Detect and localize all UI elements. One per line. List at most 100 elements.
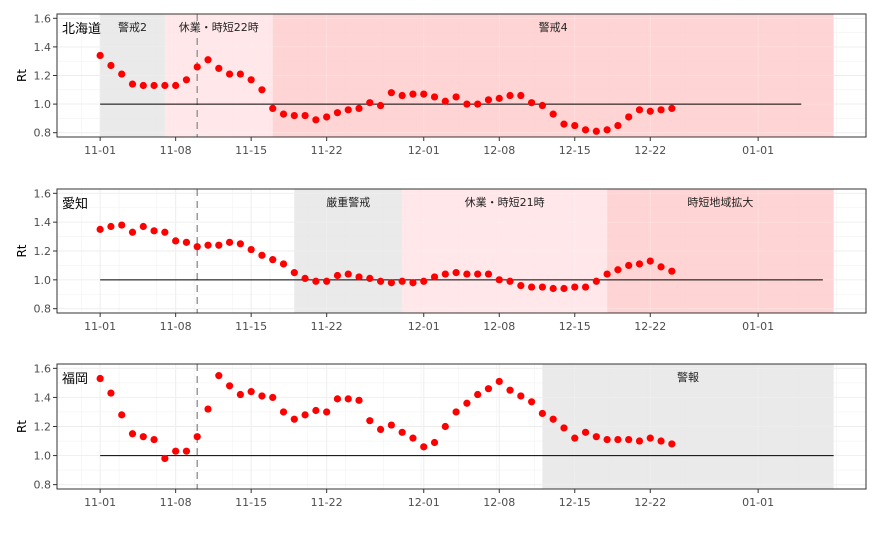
data-point bbox=[215, 372, 223, 380]
y-tick-label: 0.8 bbox=[34, 303, 52, 316]
data-point bbox=[182, 238, 191, 246]
x-tick-label: 11-08 bbox=[160, 144, 192, 157]
data-point bbox=[635, 106, 644, 114]
region-label-1: 警報 bbox=[677, 370, 699, 384]
y-tick-label: 1.6 bbox=[34, 12, 52, 25]
data-point bbox=[118, 411, 126, 419]
data-point bbox=[204, 241, 212, 249]
data-point bbox=[96, 225, 104, 233]
data-point bbox=[139, 433, 147, 441]
y-axis-title: Rt bbox=[15, 244, 29, 257]
data-point bbox=[128, 80, 137, 88]
data-point bbox=[398, 428, 406, 436]
data-point bbox=[420, 443, 428, 451]
data-point bbox=[581, 283, 590, 291]
data-point bbox=[344, 395, 352, 403]
x-tick-label: 12-01 bbox=[408, 144, 440, 157]
x-tick-label: 11-01 bbox=[84, 144, 116, 157]
data-point bbox=[581, 428, 590, 436]
data-point bbox=[463, 100, 471, 108]
data-point bbox=[161, 228, 169, 236]
data-point bbox=[646, 107, 654, 115]
data-point bbox=[301, 274, 309, 282]
data-point bbox=[517, 282, 525, 290]
y-tick-label: 1.0 bbox=[34, 450, 52, 463]
data-point bbox=[366, 274, 374, 282]
y-tick-label: 1.6 bbox=[34, 187, 52, 200]
data-point bbox=[614, 121, 622, 130]
x-tick-label: 11-22 bbox=[311, 144, 343, 157]
x-tick-label: 11-15 bbox=[235, 496, 267, 509]
data-point bbox=[538, 409, 547, 418]
data-point bbox=[668, 440, 676, 448]
data-point bbox=[323, 408, 331, 416]
data-point bbox=[279, 408, 288, 416]
data-point bbox=[204, 56, 212, 64]
y-tick-label: 1.2 bbox=[34, 70, 52, 83]
region-label-1: 厳重警戒 bbox=[326, 195, 370, 209]
shaded-region-2 bbox=[402, 189, 608, 313]
data-point bbox=[366, 417, 374, 425]
region-label-2: 休業・時短22時 bbox=[179, 20, 259, 34]
panel-label: 福岡 bbox=[62, 372, 88, 387]
data-point bbox=[355, 273, 363, 281]
data-point bbox=[377, 425, 385, 434]
data-point bbox=[182, 447, 191, 455]
data-point bbox=[625, 261, 633, 270]
data-point bbox=[258, 251, 266, 259]
panel-3: 警報 福岡 0.8 1.0 1.2 1.4 1.6 11-01 11-08 11-15 11-22 1… bbox=[15, 362, 867, 509]
data-point bbox=[258, 392, 266, 400]
data-point bbox=[290, 269, 298, 277]
data-point bbox=[225, 70, 234, 78]
data-point bbox=[409, 90, 417, 98]
data-point bbox=[118, 221, 126, 229]
x-tick-label: 11-08 bbox=[160, 320, 192, 333]
data-point bbox=[172, 81, 180, 90]
data-point bbox=[247, 76, 255, 84]
x-tick-label: 11-08 bbox=[160, 496, 192, 509]
data-point bbox=[603, 435, 611, 444]
x-tick-label: 12-15 bbox=[559, 496, 591, 509]
data-point bbox=[668, 104, 676, 112]
y-axis-title: Rt bbox=[15, 420, 29, 433]
data-point bbox=[549, 415, 557, 423]
data-point bbox=[377, 101, 385, 110]
data-point bbox=[430, 273, 439, 281]
x-tick-label: 12-01 bbox=[408, 496, 440, 509]
data-point bbox=[107, 389, 115, 397]
data-point bbox=[581, 126, 590, 134]
region-label-2: 休業・時短21時 bbox=[465, 195, 545, 209]
panel-2: 厳重警戒 休業・時短21時 時短地域拡大 愛知 0.8 1.0 1.2 1.4 1.6 11-01… bbox=[15, 187, 867, 333]
data-point bbox=[387, 279, 395, 287]
data-point bbox=[474, 100, 482, 108]
data-point bbox=[128, 430, 137, 438]
data-point bbox=[236, 240, 244, 248]
data-point bbox=[549, 110, 557, 118]
data-point bbox=[592, 127, 600, 135]
x-tick-label: 01-01 bbox=[742, 496, 774, 509]
data-point bbox=[344, 270, 352, 278]
x-tick-label: 12-22 bbox=[634, 496, 666, 509]
data-point bbox=[355, 396, 363, 404]
data-point bbox=[528, 99, 536, 107]
data-point bbox=[215, 241, 223, 249]
data-point bbox=[333, 395, 342, 403]
data-point bbox=[603, 270, 611, 278]
data-point bbox=[236, 390, 244, 399]
data-point bbox=[592, 433, 600, 441]
data-point bbox=[430, 438, 439, 447]
data-point bbox=[657, 437, 665, 445]
data-point bbox=[387, 421, 395, 429]
data-point bbox=[646, 257, 654, 265]
data-point bbox=[506, 91, 514, 100]
data-point bbox=[441, 270, 449, 278]
data-point bbox=[484, 270, 493, 278]
data-point bbox=[452, 269, 460, 277]
data-point bbox=[150, 435, 158, 444]
data-point bbox=[236, 70, 244, 78]
data-point bbox=[301, 411, 309, 419]
data-point bbox=[603, 126, 611, 134]
data-point bbox=[398, 91, 406, 100]
x-tick-label: 11-15 bbox=[235, 320, 267, 333]
x-tick-label: 01-01 bbox=[742, 144, 774, 157]
